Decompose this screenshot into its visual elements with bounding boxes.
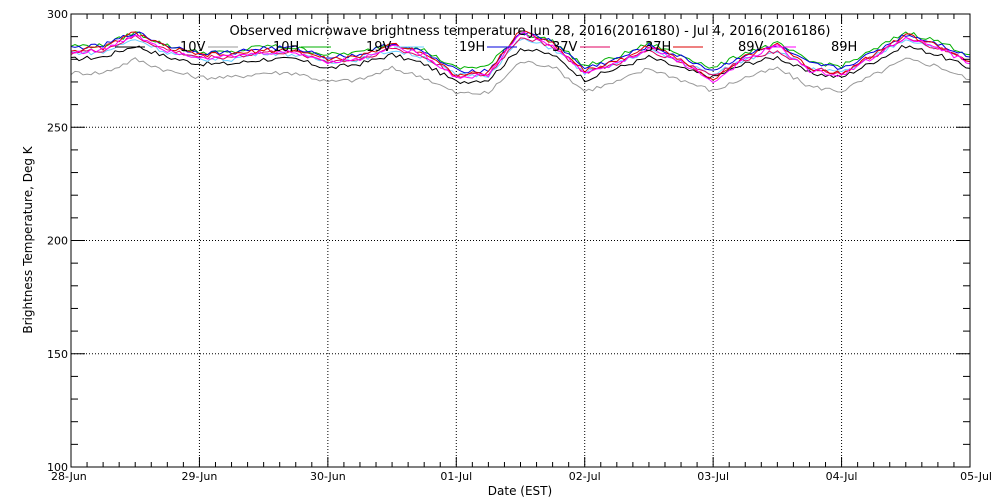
x-tick-label: 30-Jun [310, 470, 346, 483]
series-line-37h [70, 34, 971, 78]
legend-label-89h: 89H [831, 40, 857, 55]
legend-label-89v: 89V [738, 40, 764, 55]
y-tick-label: 200 [47, 235, 68, 248]
x-tick-label: 05-Jul [960, 470, 992, 483]
legend-label-37h: 37H [645, 40, 671, 55]
x-tick-label: 29-Jun [182, 470, 218, 483]
y-tick-label: 300 [47, 8, 68, 21]
x-tick-label: 28-Jun [51, 470, 87, 483]
legend-label-19h: 19H [459, 40, 485, 55]
y-tick-label: 100 [47, 461, 68, 474]
series-lines [70, 30, 971, 95]
series-line-10v [70, 44, 971, 85]
legend-label-19v: 19V [366, 40, 392, 55]
legend: 10V 10H 19V 19H 37V 37H 89V 89H [115, 40, 857, 55]
chart-title: Observed microwave brightness temperatur… [230, 24, 831, 39]
x-tick-label: 02-Jul [569, 470, 601, 483]
x-tick-label: 04-Jul [826, 470, 858, 483]
y-tick-label: 150 [47, 348, 68, 361]
series-line-89h [70, 31, 971, 84]
legend-label-37v: 37V [552, 40, 578, 55]
y-tick-label: 250 [47, 121, 68, 134]
legend-label-10h: 10H [273, 40, 299, 55]
x-tick-label: 01-Jul [440, 470, 472, 483]
x-tick-label: 03-Jul [697, 470, 729, 483]
series-line-10h [70, 57, 971, 95]
x-axis-title: Date (EST) [488, 484, 552, 498]
legend-label-10v: 10V [180, 40, 206, 55]
axis-ticks: 28-Jun 29-Jun 30-Jun 01-Jul 02-Jul 03-Jul 04-J… [47, 8, 992, 483]
grid-lines [71, 14, 970, 467]
plot-frame [70, 13, 971, 468]
y-axis-title: Brightness Temperature, Deg K [21, 145, 35, 333]
